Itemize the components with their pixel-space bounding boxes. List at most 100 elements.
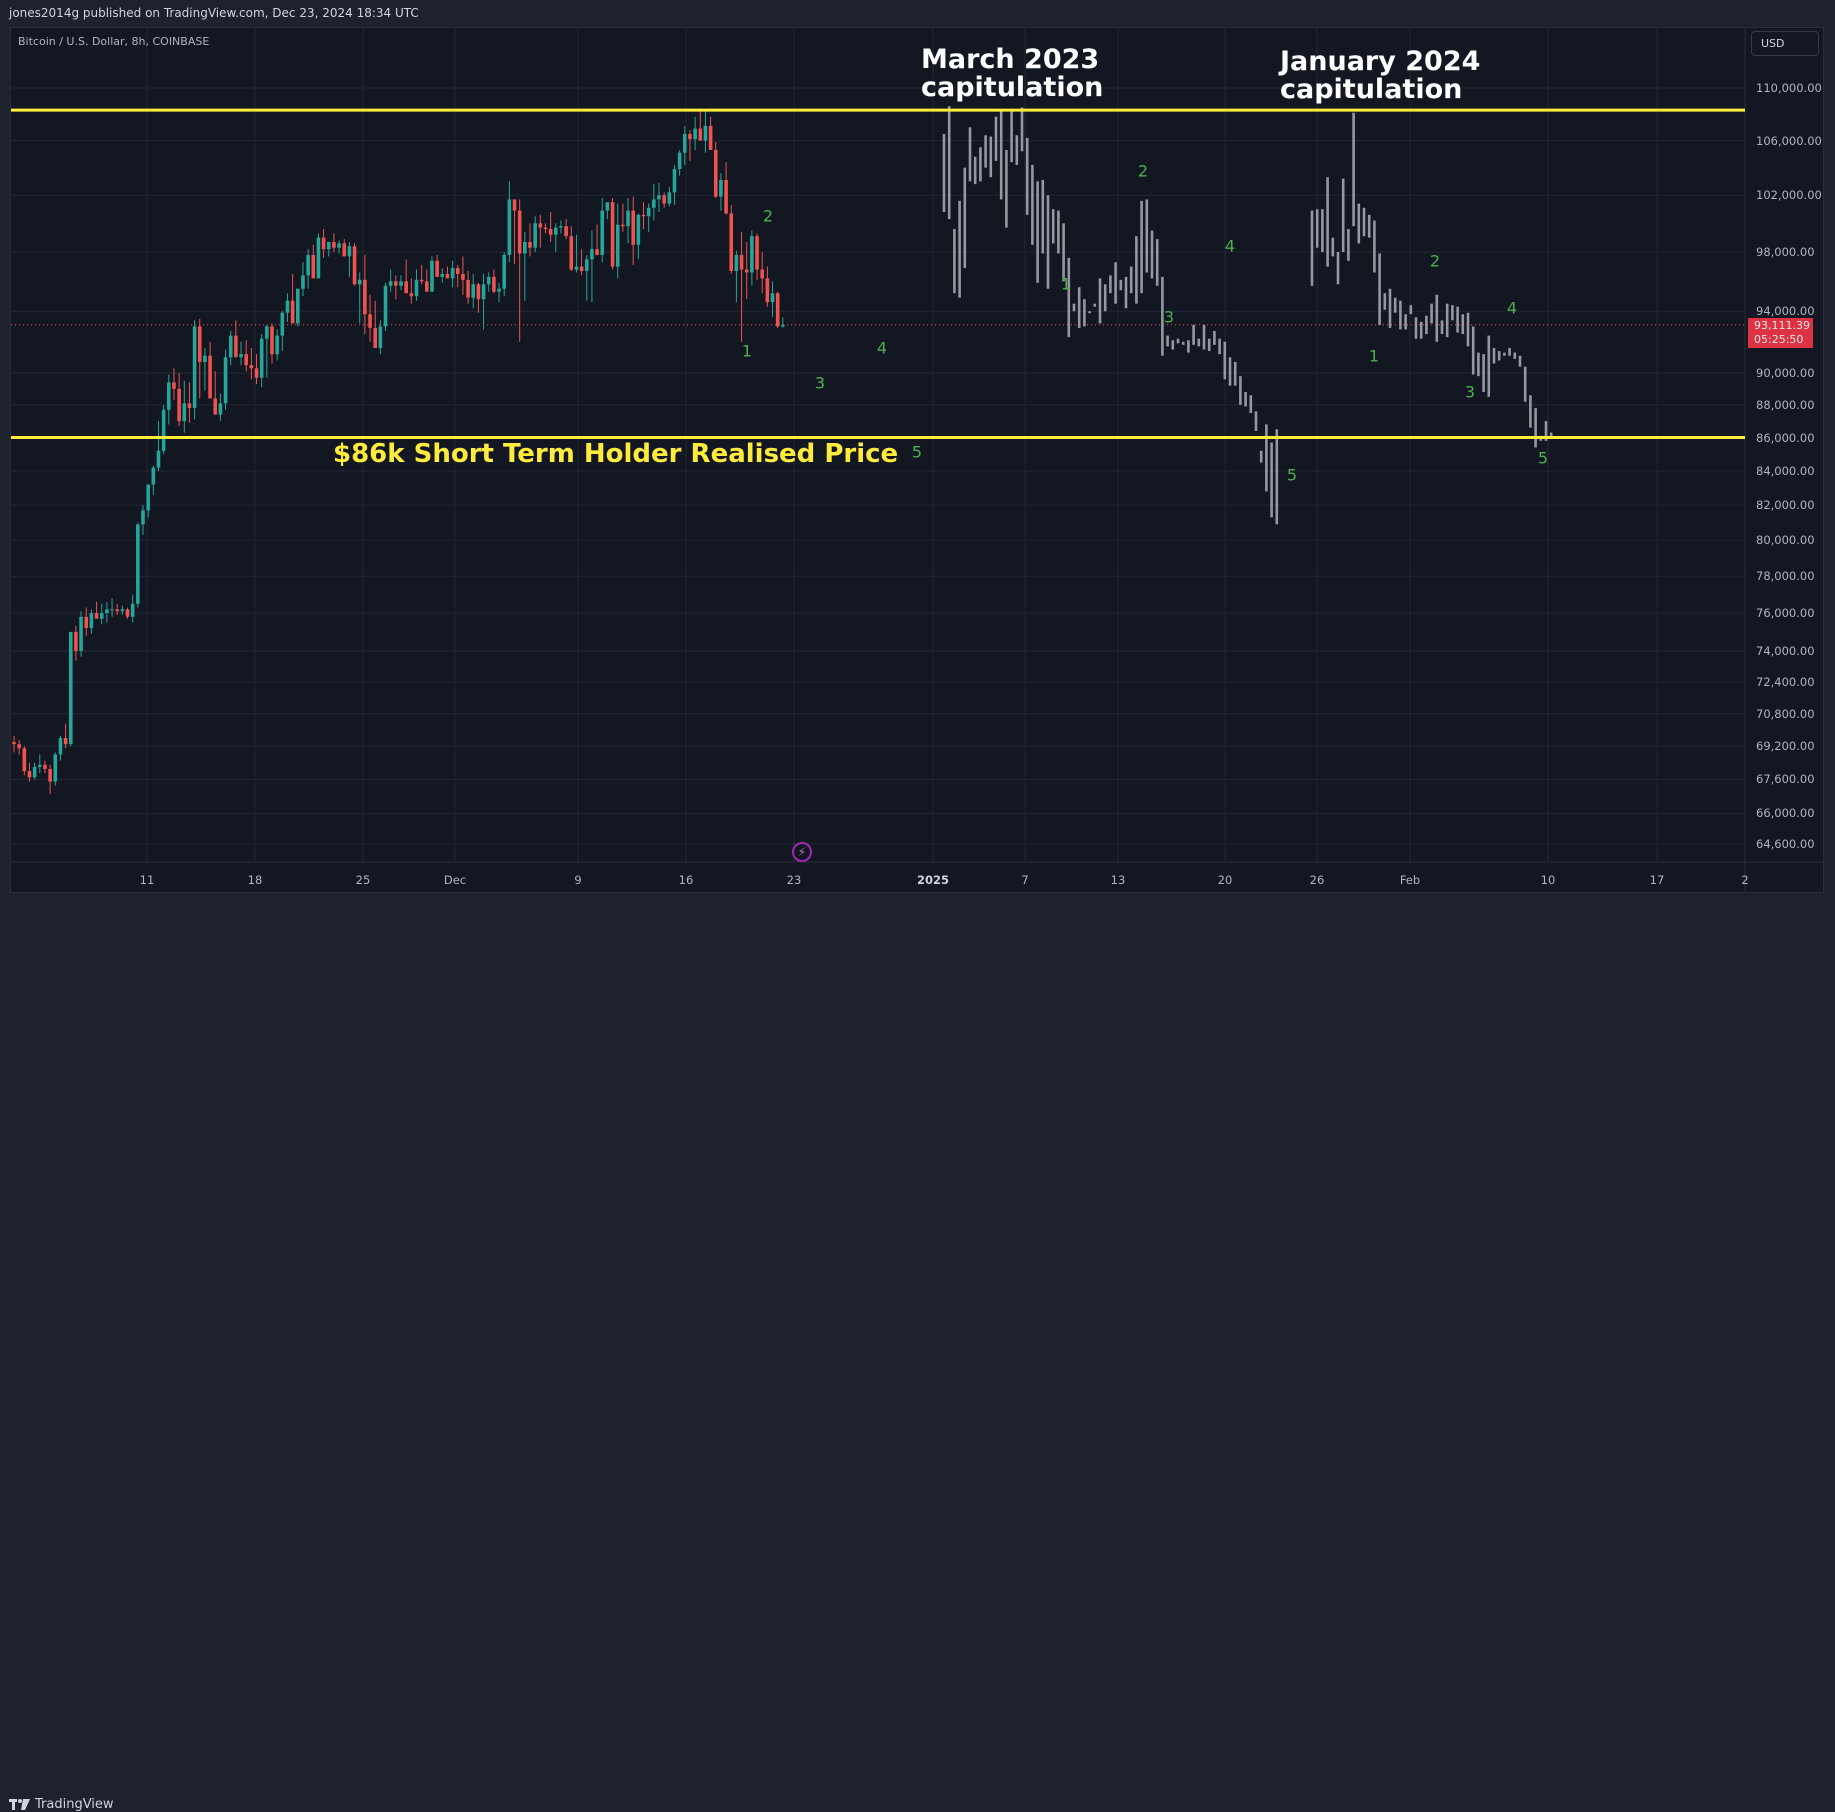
- wave-count-label: 1: [1368, 346, 1380, 366]
- candle-body: [677, 152, 682, 170]
- candle-body: [430, 260, 434, 292]
- candle-body: [440, 273, 445, 277]
- ghost-bar: [1025, 137, 1029, 215]
- candle-body: [554, 227, 558, 235]
- ghost-bar: [1114, 262, 1117, 304]
- wave-count-label: 5: [1537, 448, 1549, 468]
- ghost-bar: [1129, 266, 1133, 294]
- annotation-line: capitulation: [921, 72, 1104, 103]
- ghost-bar: [1103, 284, 1107, 312]
- ghost-bar: [1233, 361, 1237, 386]
- tradingview-logo[interactable]: TradingView: [9, 1797, 114, 1812]
- candle-body: [27, 771, 32, 778]
- candle-body: [270, 326, 274, 355]
- ghost-bar: [1145, 199, 1149, 273]
- candle-body: [693, 128, 697, 140]
- annotation-january-2024: January 2024 capitulation: [1280, 48, 1480, 104]
- candle-body: [285, 300, 290, 313]
- candle-body: [94, 613, 99, 619]
- candle-body: [781, 324, 785, 327]
- ghost-bar: [1373, 220, 1376, 273]
- ghost-bar: [1083, 299, 1086, 327]
- candle-body: [497, 288, 501, 292]
- candle-body: [105, 609, 109, 614]
- candle-body: [383, 285, 388, 327]
- ghost-bar: [1192, 324, 1195, 345]
- candle-body: [120, 609, 125, 612]
- ghost-bar: [1181, 341, 1185, 345]
- ghost-bar: [1213, 330, 1216, 345]
- price-axis-label: 74,000.00: [1756, 643, 1815, 658]
- candle-body: [502, 254, 506, 289]
- candle-body: [177, 388, 181, 422]
- wave-count-label: 4: [1506, 298, 1518, 318]
- price-axis-label: 94,000.00: [1756, 304, 1815, 319]
- ghost-bar: [1451, 305, 1454, 321]
- candle-body: [244, 354, 248, 366]
- candle-body: [223, 357, 228, 404]
- time-axis-label: 2025: [916, 873, 950, 887]
- candle-body: [38, 764, 42, 767]
- price-axis-label: 90,000.00: [1756, 365, 1815, 380]
- candle-body: [363, 279, 367, 315]
- tradingview-brand-text: TradingView: [35, 1797, 114, 1812]
- annotation-sth-realised-price: $86k Short Term Holder Realised Price: [333, 439, 899, 469]
- currency-button[interactable]: USD: [1751, 31, 1819, 56]
- chart-frame[interactable]: [10, 27, 1824, 893]
- candle-body: [228, 335, 233, 358]
- candle-body: [280, 312, 285, 336]
- candle-body: [610, 202, 615, 267]
- ghost-bar: [1393, 297, 1397, 313]
- candle-body: [512, 199, 517, 211]
- ghost-bar: [1414, 317, 1418, 339]
- ghost-bar: [1187, 340, 1190, 353]
- ghost-bar: [1341, 178, 1345, 253]
- candle-body: [213, 398, 218, 415]
- ghost-bar: [1254, 411, 1258, 431]
- ghost-bar: [1549, 432, 1553, 438]
- bar-countdown: 05:25:50: [1754, 333, 1804, 346]
- ghost-bar: [953, 229, 956, 294]
- candle-body: [110, 609, 114, 611]
- ghost-bar: [1202, 324, 1206, 350]
- candle-body: [750, 236, 754, 273]
- ghost-bar: [1249, 395, 1253, 413]
- candle-body: [471, 284, 476, 298]
- ghost-bar: [1544, 421, 1548, 441]
- wave-count-label: 4: [876, 338, 888, 358]
- candle-body: [156, 450, 161, 468]
- time-axis-label: 20: [1217, 873, 1233, 887]
- candle-body: [130, 603, 135, 617]
- ghost-bar: [1435, 294, 1439, 342]
- wave-count-label: 2: [1429, 251, 1441, 271]
- candle-body: [517, 210, 522, 254]
- lightning-event-icon[interactable]: ⚡: [792, 842, 812, 862]
- candle-body: [316, 237, 321, 279]
- price-axis-label: 64,600.00: [1756, 836, 1815, 851]
- candle-body: [259, 338, 264, 378]
- ghost-bar: [1015, 135, 1019, 165]
- ghost-bar: [1005, 149, 1008, 228]
- candle-body: [631, 210, 635, 245]
- ghost-bar: [1482, 354, 1485, 393]
- ghost-bar: [1098, 278, 1102, 324]
- ghost-bar: [1315, 209, 1319, 248]
- price-axis-label: 78,000.00: [1756, 569, 1815, 584]
- candle-body: [12, 742, 16, 745]
- ghost-bar: [1135, 236, 1138, 304]
- candle-body: [744, 269, 749, 273]
- candle-body: [89, 613, 94, 629]
- ghost-bar: [1471, 326, 1475, 375]
- candle-body: [492, 276, 496, 292]
- price-chart-canvas[interactable]: [0, 0, 1835, 929]
- ghost-bar: [1166, 335, 1169, 347]
- candle-body: [337, 243, 341, 248]
- ghost-bar: [1440, 320, 1444, 335]
- candle-body: [68, 631, 73, 745]
- ghost-bar: [1031, 164, 1034, 245]
- ghost-bar: [1430, 303, 1433, 324]
- time-axis-label: 9: [574, 873, 582, 887]
- ghost-bar: [1077, 287, 1081, 328]
- tv-logo-icon: [9, 1798, 30, 1810]
- ghost-bar: [1057, 210, 1060, 254]
